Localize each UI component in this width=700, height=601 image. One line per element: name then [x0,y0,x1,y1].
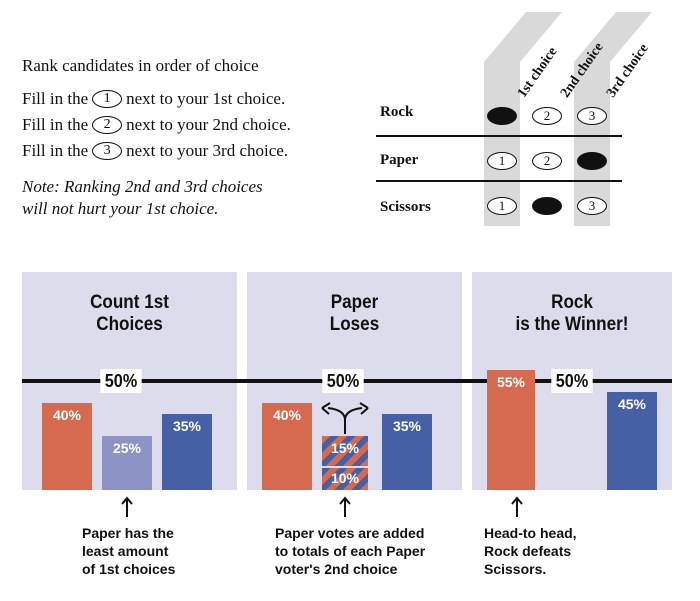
bar-rock: 40% [42,402,92,490]
filled-oval-icon [532,197,562,215]
panel-title: Rock is the Winner! [515,292,629,335]
bar-label: 35% [392,417,422,434]
bar-paper-to-rock: 15% [322,435,368,467]
instruction-text: next to your 2nd choice. [126,115,291,134]
oval-icon: 2 [532,107,562,125]
panel-title: Count 1st Choices [90,292,169,335]
oval-icon: 2 [532,152,562,170]
instruction-text: Fill in the [22,115,89,134]
candidate-paper: Paper [380,152,419,168]
bar-label: 40% [52,406,82,423]
instructions-title: Rank candidates in order of choice [22,56,259,75]
oval-icon: 1 [92,90,123,108]
instruction-text: next to your 1st choice. [126,89,286,108]
instruction-line-3: Fill in the 3 next to your 3rd choice. [22,138,362,164]
bar-scissors: 45% [607,391,657,490]
instruction-text: Fill in the [22,141,89,160]
candidate-rock: Rock [380,104,414,120]
oval-icon: 2 [92,116,123,134]
filled-oval-icon [487,107,517,125]
oval-icon: 1 [487,152,517,170]
bar-label: 10% [330,470,360,487]
caption-panel-1: Paper has the least amount of 1st choices [82,525,176,577]
instruction-text: next to your 3rd choice. [126,141,289,160]
instructions-note: Note: Ranking 2nd and 3rd choices will n… [22,176,362,220]
threshold-label: 50% [551,369,593,393]
bar-label: 35% [172,417,202,434]
bar-label: 55% [496,374,526,391]
note-line: Note: Ranking 2nd and 3rd choices [22,177,263,196]
bar-rock: 40% [262,402,312,490]
bar-label: 15% [330,439,360,456]
caption-panel-3: Head-to head, Rock defeats Scissors. [484,525,577,577]
bar-paper-to-scissors: 10% [322,468,368,490]
instruction-text: Fill in the [22,89,89,108]
instructions: Rank candidates in order of choice Fill … [22,56,362,220]
oval-icon: 3 [577,197,607,215]
bar-label: 45% [617,395,647,412]
up-arrow-icon [511,496,523,517]
oval-icon: 3 [92,142,123,160]
sample-ballot: 1st choice 2nd choice 3rd choice Rock Pa… [372,0,700,240]
oval-icon: 1 [487,197,517,215]
instruction-line-1: Fill in the 1 next to your 1st choice. [22,86,362,112]
threshold-label: 50% [100,369,142,393]
split-arrows-icon [321,402,369,434]
up-arrow-icon [339,496,351,517]
bar-rock: 55% [487,370,535,490]
up-arrow-icon [121,496,133,517]
bar-label: 25% [112,439,142,456]
caption-panel-2: Paper votes are added to totals of each P… [275,525,426,577]
candidate-scissors: Scissors [380,199,431,215]
threshold-label: 50% [322,369,364,393]
bar-scissors: 35% [162,413,212,490]
bar-label: 40% [272,406,302,423]
note-line: will not hurt your 1st choice. [22,199,219,218]
panel-title: Paper Loses [329,292,380,335]
instruction-line-2: Fill in the 2 next to your 2nd choice. [22,112,362,138]
bar-scissors: 35% [382,413,432,490]
bar-paper: 25% [102,435,152,490]
oval-icon: 3 [577,107,607,125]
filled-oval-icon [577,152,607,170]
